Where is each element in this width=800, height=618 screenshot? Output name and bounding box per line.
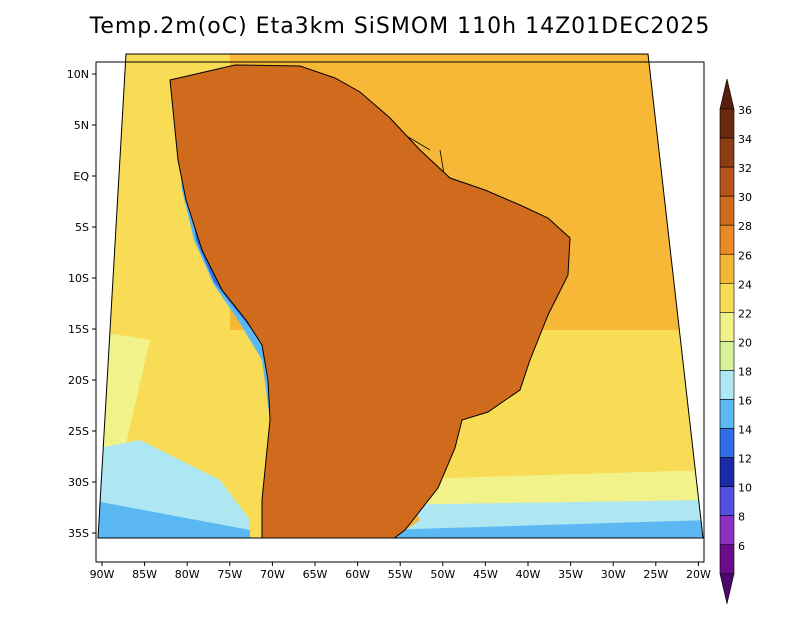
colorbar-label: 34: [738, 133, 752, 146]
lat-tick-label: 30S: [68, 476, 89, 489]
lon-tick-label: 45W: [473, 568, 498, 581]
colorbar-segment: [719, 544, 735, 575]
lat-tick-label: 15S: [68, 323, 89, 336]
colorbar-label: 16: [738, 395, 752, 408]
colorbar-segment: [719, 428, 735, 458]
lon-tick-label: 65W: [303, 568, 328, 581]
colorbar-segment: [719, 515, 735, 546]
colorbar-segment: [719, 486, 735, 516]
lon-tick-label: 90W: [90, 568, 115, 581]
colorbar-segment: [719, 224, 735, 255]
colorbar-label: 6: [738, 540, 745, 553]
lon-tick-label: 70W: [260, 568, 285, 581]
colorbar-label: 20: [738, 336, 752, 349]
lon-tick-label: 55W: [388, 568, 413, 581]
lat-tick-label: 5S: [75, 221, 89, 234]
colorbar-top-arrow: [719, 78, 735, 110]
lat-tick-label: 5N: [74, 119, 89, 132]
colorbar-segment: [719, 253, 735, 284]
lon-tick-label: 40W: [516, 568, 541, 581]
colorbar-label: 32: [738, 162, 752, 175]
colorbar-segment: [719, 137, 735, 168]
map-frame: [97, 53, 704, 539]
lat-tick-label: 20S: [68, 374, 89, 387]
colorbar-segment: [719, 399, 735, 429]
colorbar-label: 26: [738, 249, 752, 262]
colorbar-segment: [719, 312, 735, 342]
south-atlantic-cold: [380, 520, 703, 538]
colorbar-segment: [719, 195, 735, 226]
colorbar-label: 28: [738, 220, 752, 233]
lat-tick-label: EQ: [73, 170, 89, 183]
colorbar-segment: [719, 282, 735, 313]
colorbar-label: 24: [738, 278, 752, 291]
colorbar-label: 8: [738, 511, 745, 524]
lon-tick-label: 75W: [217, 568, 242, 581]
colorbar-label: 14: [738, 424, 752, 437]
lon-tick-label: 60W: [345, 568, 370, 581]
colorbar-segment: [719, 341, 735, 371]
colorbar-label: 22: [738, 307, 752, 320]
colorbar-segment: [719, 457, 735, 487]
lon-tick-label: 25W: [643, 568, 668, 581]
lon-tick-label: 20W: [686, 568, 711, 581]
colorbar-label: 10: [738, 482, 752, 495]
colorbar-label: 18: [738, 365, 752, 378]
colorbar-label: 36: [738, 104, 752, 117]
colorbar: 36 34 32 30 28 26 24 22 20 18 16 14 12 10 8 6: [719, 78, 752, 604]
colorbar-bottom-arrow: [719, 573, 735, 604]
lat-tick-label: 10S: [68, 272, 89, 285]
colorbar-segment: [719, 108, 735, 139]
colorbar-segment: [719, 166, 735, 197]
colorbar-segment: [719, 370, 735, 400]
lon-tick-label: 85W: [132, 568, 157, 581]
colorbar-label: 12: [738, 453, 752, 466]
longitude-axis: 90W 85W 80W 75W 70W 65W 60W 55W 50W 45W 40W 35W 30W 2…: [90, 562, 711, 581]
lon-tick-label: 30W: [601, 568, 626, 581]
lon-tick-label: 35W: [558, 568, 583, 581]
lat-tick-label: 25S: [68, 425, 89, 438]
colorbar-label: 30: [738, 191, 752, 204]
map-title: Temp.2m(oC) Eta3km SiSMOM 110h 14Z01DEC2…: [89, 14, 711, 39]
lat-tick-label: 10N: [67, 68, 89, 81]
lon-tick-label: 50W: [430, 568, 455, 581]
lon-tick-label: 80W: [175, 568, 200, 581]
latitude-axis: 10N 5N EQ 5S 10S 15S 20S 25S 30S 35S: [67, 68, 96, 540]
lat-tick-label: 35S: [68, 527, 89, 540]
map-field: [98, 54, 703, 538]
